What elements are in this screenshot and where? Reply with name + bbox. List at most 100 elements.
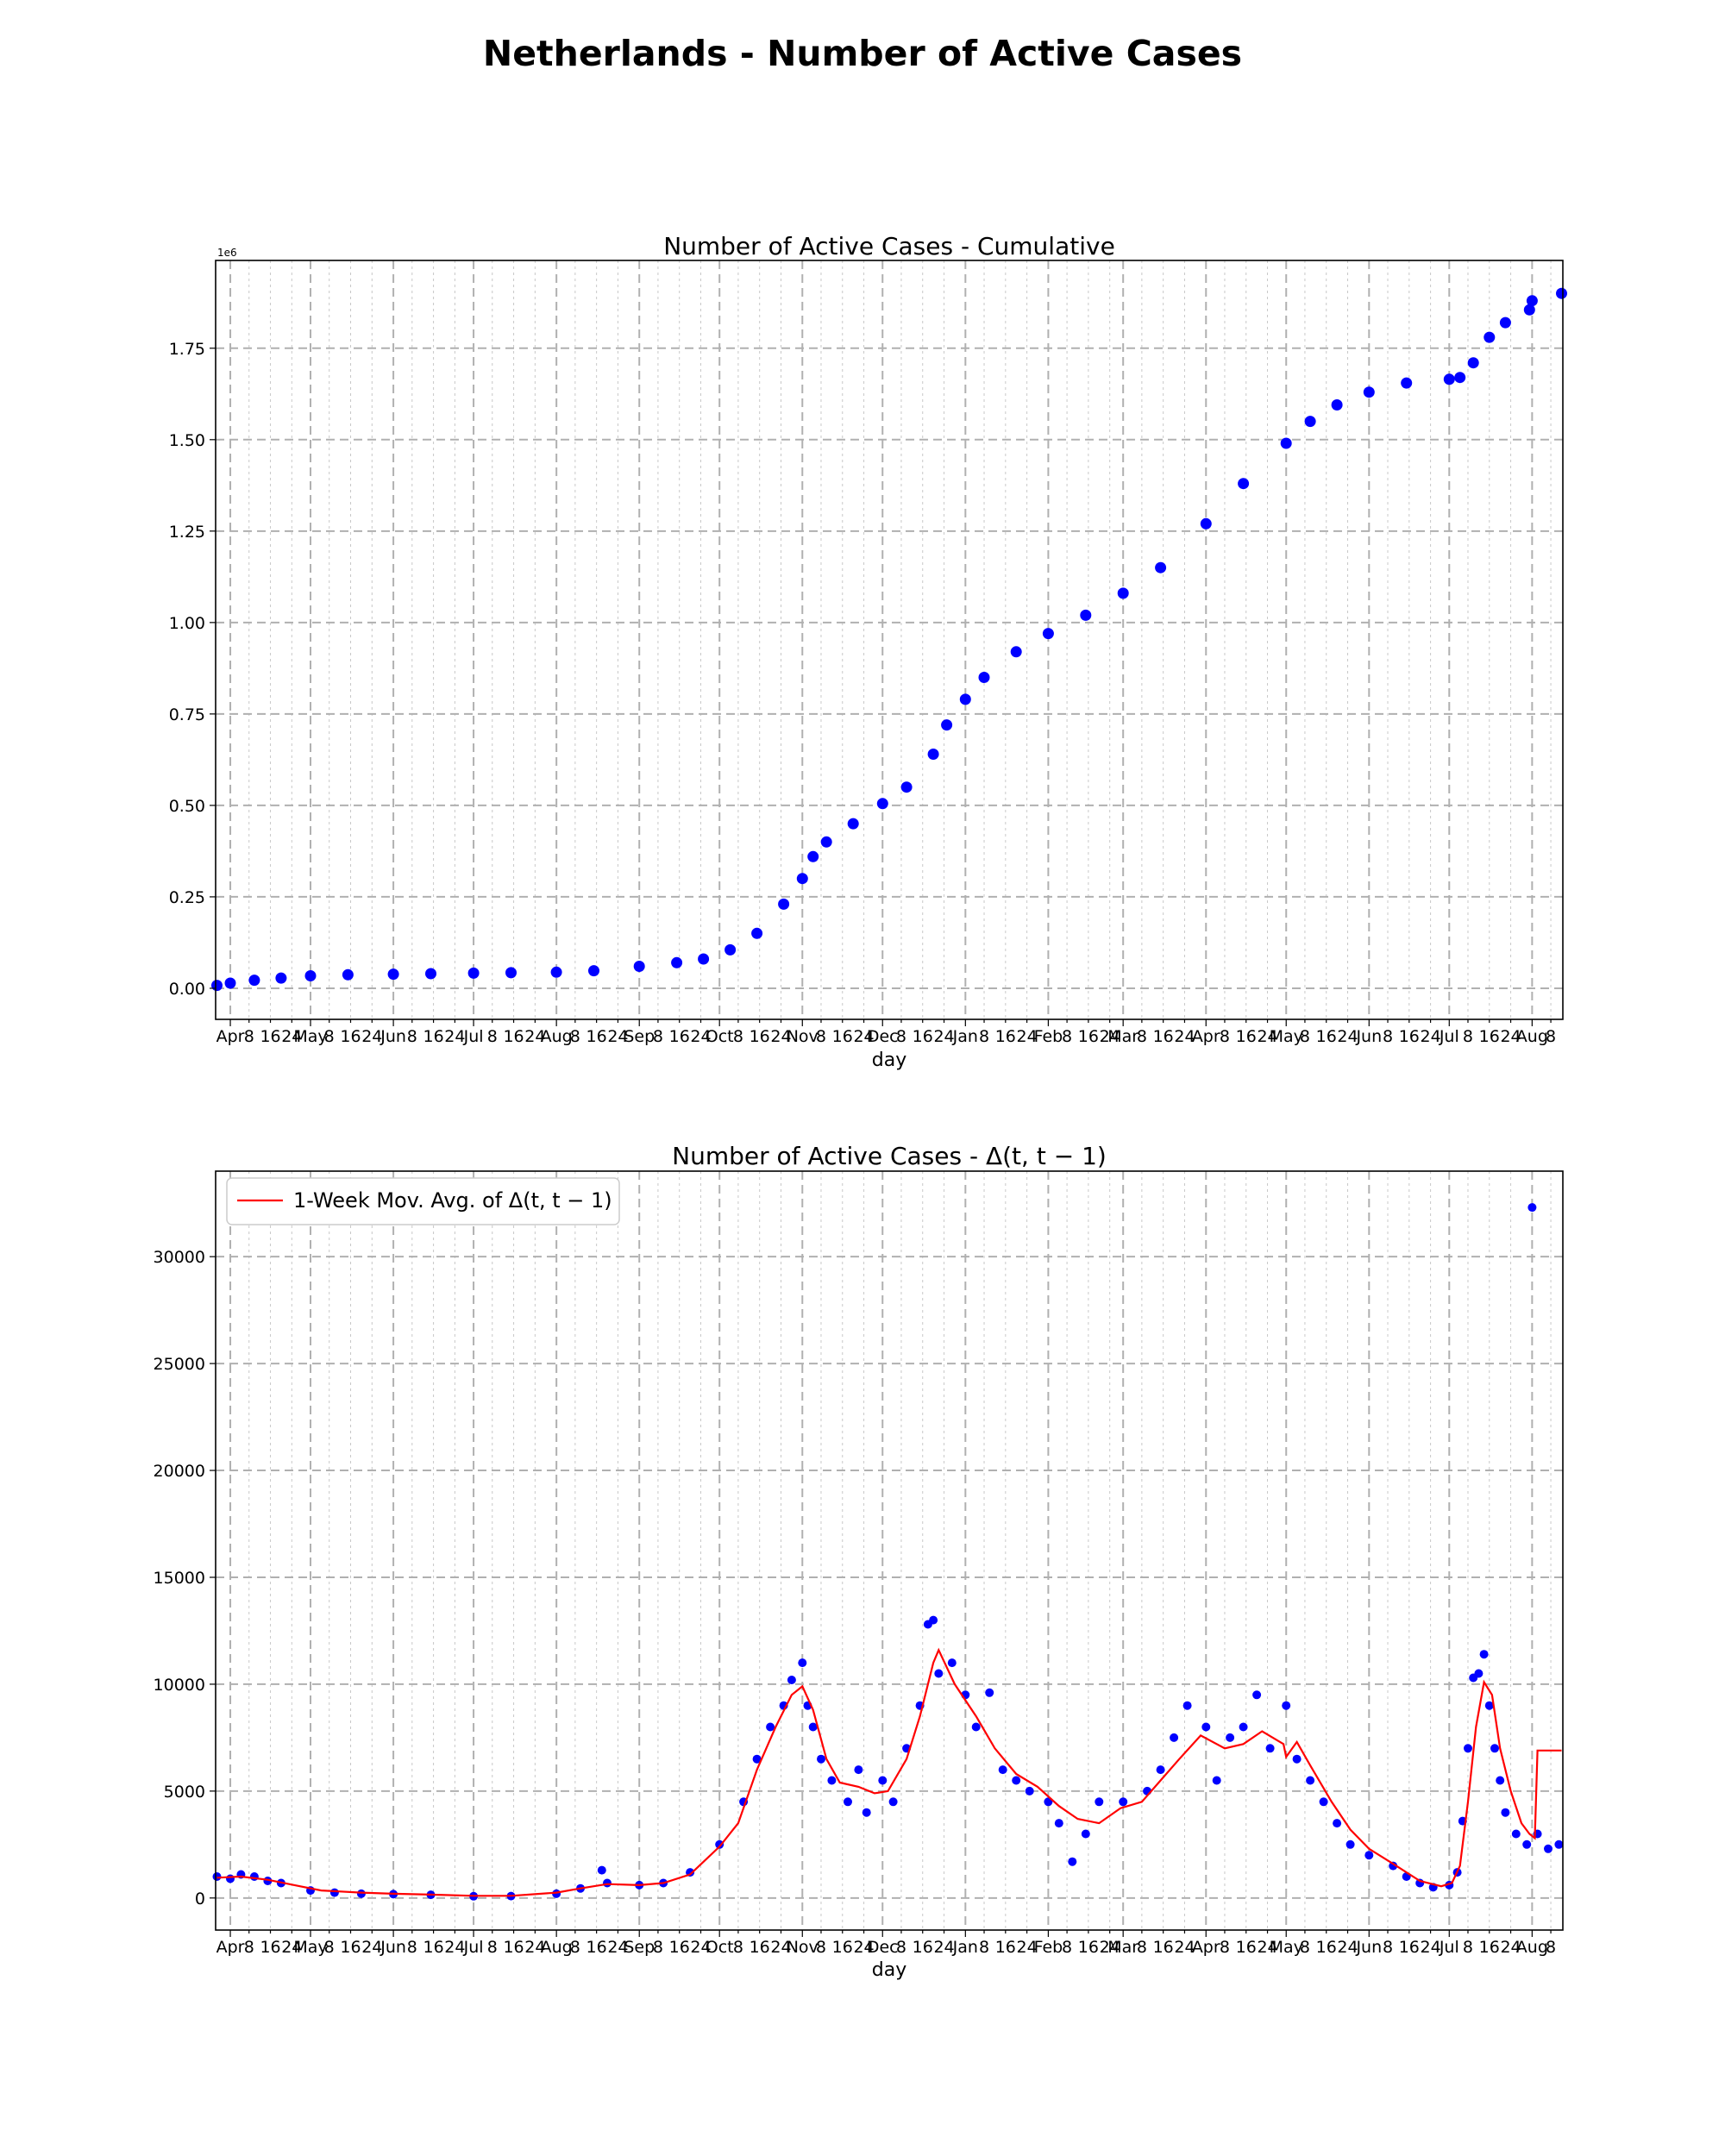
x-tick-label: Aug bbox=[1516, 1938, 1548, 1957]
x-tick-label: Oct bbox=[706, 1938, 734, 1957]
data-point bbox=[1025, 1786, 1034, 1796]
data-point bbox=[1252, 1690, 1262, 1700]
data-point bbox=[1044, 1797, 1053, 1807]
x-tick-label: 24 bbox=[361, 1938, 382, 1957]
x-tick-label: 16 bbox=[1236, 1938, 1257, 1957]
y-tick-label: 1.25 bbox=[169, 523, 205, 542]
data-point bbox=[1081, 1829, 1090, 1839]
data-point bbox=[1012, 1776, 1021, 1785]
x-tick-label: 8 bbox=[653, 1938, 663, 1957]
cumulative-x-axis-label: day bbox=[872, 1050, 906, 1071]
data-point bbox=[934, 1669, 944, 1678]
data-point bbox=[847, 818, 859, 830]
data-point bbox=[941, 719, 953, 731]
cumulative-points bbox=[211, 287, 1567, 992]
x-tick-label: 16 bbox=[423, 1938, 443, 1957]
cumulative-major-grid bbox=[216, 260, 1563, 1019]
data-point bbox=[1389, 1861, 1398, 1871]
x-tick-label: Mar bbox=[1107, 1938, 1138, 1957]
data-point bbox=[1454, 372, 1466, 384]
daily-change-plot-frame bbox=[215, 1170, 1564, 1931]
data-point bbox=[248, 975, 260, 987]
data-point bbox=[1333, 1819, 1342, 1828]
data-point bbox=[1156, 1765, 1165, 1775]
x-tick-label: Apr bbox=[216, 1027, 245, 1046]
x-tick-label: Nov bbox=[787, 1938, 819, 1957]
x-tick-label: 16 bbox=[503, 1027, 524, 1046]
x-tick-label: 16 bbox=[1153, 1027, 1174, 1046]
data-point bbox=[787, 1676, 796, 1684]
data-point bbox=[888, 1797, 898, 1807]
x-tick-label: 16 bbox=[586, 1938, 607, 1957]
x-tick-label: 8 bbox=[1220, 1027, 1230, 1046]
x-tick-label: 24 bbox=[933, 1027, 954, 1046]
x-tick-label: 8 bbox=[816, 1938, 826, 1957]
data-point bbox=[1119, 1797, 1128, 1807]
x-tick-label: 24 bbox=[690, 1938, 711, 1957]
data-point bbox=[1155, 561, 1167, 573]
x-tick-label: 24 bbox=[444, 1938, 465, 1957]
y-tick-label: 0.50 bbox=[169, 797, 205, 816]
x-tick-label: 16 bbox=[913, 1027, 933, 1046]
data-point bbox=[1117, 587, 1129, 599]
x-tick-label: Sep bbox=[624, 1938, 655, 1957]
data-point bbox=[1319, 1797, 1328, 1807]
x-tick-label: Jul bbox=[463, 1938, 484, 1957]
x-tick-label: 8 bbox=[487, 1938, 498, 1957]
x-tick-label: 8 bbox=[407, 1938, 417, 1957]
y-tick-label: 1.50 bbox=[169, 431, 205, 450]
x-tick-label: 16 bbox=[669, 1027, 690, 1046]
data-point bbox=[862, 1808, 871, 1817]
x-tick-label: 8 bbox=[653, 1027, 663, 1046]
x-tick-label: 16 bbox=[995, 1027, 1016, 1046]
data-point bbox=[1042, 628, 1054, 640]
data-point bbox=[425, 968, 436, 980]
x-tick-label: Mar bbox=[1107, 1027, 1138, 1046]
x-tick-label: 8 bbox=[570, 1027, 580, 1046]
legend-label: 1-Week Mov. Avg. of Δ(t, t − 1) bbox=[293, 1188, 612, 1213]
x-tick-label: 24 bbox=[1337, 1027, 1358, 1046]
data-point bbox=[1522, 1839, 1532, 1849]
x-tick-label: 24 bbox=[1257, 1938, 1277, 1957]
data-point bbox=[1527, 1203, 1537, 1213]
x-tick-label: Jan bbox=[952, 1938, 978, 1957]
data-point bbox=[304, 970, 317, 981]
x-tick-label: 8 bbox=[896, 1938, 906, 1957]
y-tick-label: 1.75 bbox=[169, 340, 205, 359]
data-point bbox=[752, 1754, 762, 1764]
data-point bbox=[878, 1776, 888, 1785]
data-point bbox=[844, 1797, 852, 1807]
x-tick-label: 8 bbox=[324, 1027, 335, 1046]
legend: 1-Week Mov. Avg. of Δ(t, t − 1) bbox=[226, 1177, 620, 1225]
data-point bbox=[1544, 1844, 1552, 1853]
data-point bbox=[597, 1865, 606, 1875]
data-point bbox=[1306, 1776, 1315, 1785]
x-tick-label: 16 bbox=[1078, 1027, 1099, 1046]
x-tick-label: 8 bbox=[487, 1027, 498, 1046]
x-tick-label: 24 bbox=[1174, 1027, 1195, 1046]
data-point bbox=[971, 1722, 981, 1732]
x-tick-label: 8 bbox=[1137, 1027, 1147, 1046]
x-tick-label: 16 bbox=[1078, 1938, 1099, 1957]
data-point bbox=[1304, 416, 1316, 428]
x-tick-label: Jun bbox=[1355, 1027, 1382, 1046]
data-point bbox=[249, 1872, 259, 1881]
x-tick-label: 24 bbox=[1174, 1938, 1195, 1957]
data-point bbox=[1484, 1701, 1494, 1710]
x-tick-label: 16 bbox=[340, 1027, 361, 1046]
x-tick-label: 24 bbox=[607, 1938, 628, 1957]
x-tick-label: 16 bbox=[832, 1027, 853, 1046]
data-point bbox=[1490, 1744, 1499, 1753]
x-tick-label: 16 bbox=[260, 1938, 280, 1957]
data-point bbox=[698, 953, 710, 965]
data-point bbox=[998, 1765, 1007, 1775]
data-point bbox=[1265, 1744, 1275, 1753]
data-point bbox=[900, 781, 913, 793]
data-point bbox=[1554, 1839, 1564, 1849]
y-tick-label: 20000 bbox=[154, 1462, 205, 1481]
data-point bbox=[356, 1889, 366, 1898]
x-tick-label: 8 bbox=[1062, 1938, 1072, 1957]
x-tick-label: Aug bbox=[1516, 1027, 1548, 1046]
x-tick-label: Apr bbox=[216, 1938, 245, 1957]
